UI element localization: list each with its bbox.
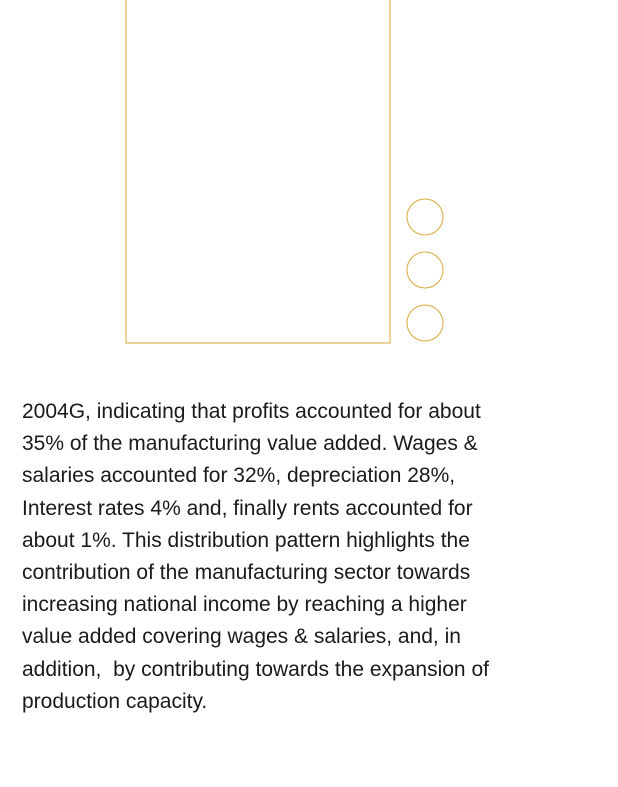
text-line: addition, by contributing towards the ex…: [22, 657, 489, 681]
frame: [125, 0, 391, 344]
text-line: value added covering wages & salaries, a…: [22, 625, 461, 649]
text-line: contribution of the manufacturing sector…: [22, 560, 471, 584]
circle: [406, 251, 444, 289]
text-line: 2004G, indicating that profits accounted…: [22, 400, 481, 423]
circle: [406, 198, 444, 236]
text-line: salaries accounted for 32%, depreciation…: [22, 464, 456, 488]
text-line: increasing national income by reaching a…: [22, 593, 467, 617]
circle: [406, 304, 444, 342]
paragraph: 2004G, indicating that profits accounted…: [22, 396, 612, 718]
text-line: Interest rates 4% and, finally rents acc…: [22, 496, 473, 520]
figure-frame: [125, 0, 444, 344]
text-line: 35% of the manufacturing value added. Wa…: [22, 432, 478, 456]
text-line: production capacity.: [22, 689, 208, 713]
text-line: about 1%. This distribution pattern high…: [22, 528, 470, 552]
